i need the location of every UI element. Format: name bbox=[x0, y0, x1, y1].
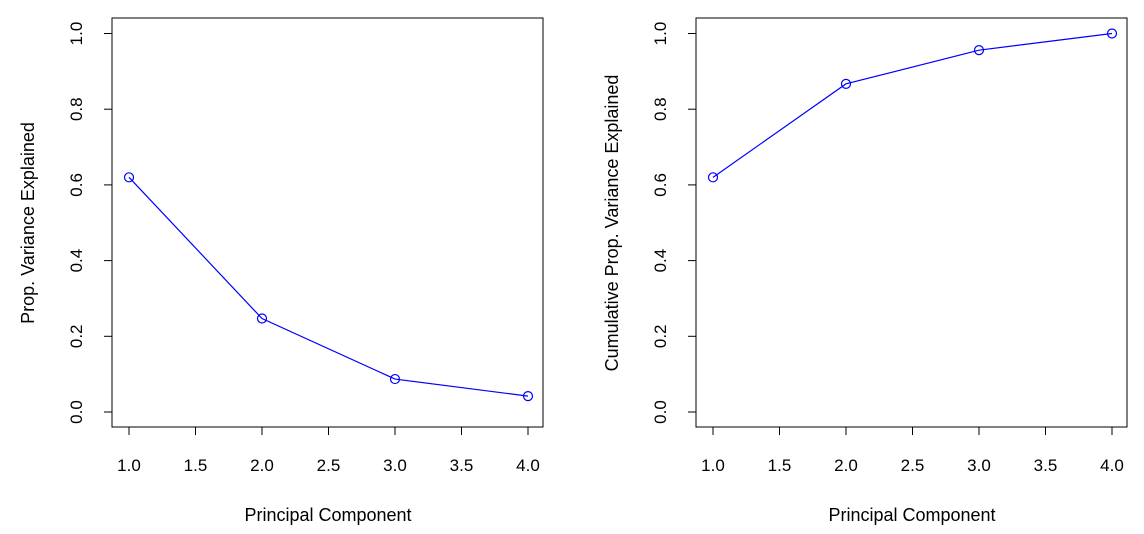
y-axis: 0.0 0.2 0.4 0.6 0.8 1.0 bbox=[67, 22, 113, 424]
data-point bbox=[1106, 28, 1118, 39]
cumulative-variance-panel: 1.0 1.5 2.0 2.5 3.0 3.5 4.0 0.0 0.2 0.4 0.6 0.8 1.0… bbox=[602, 17, 1128, 525]
x-tick-label: 2.0 bbox=[834, 456, 858, 475]
y-tick-label: 0.0 bbox=[67, 400, 86, 424]
series-marks bbox=[123, 172, 534, 402]
x-tick-label: 3.0 bbox=[967, 456, 991, 475]
x-tick-label: 1.5 bbox=[184, 456, 208, 475]
series-marks bbox=[707, 28, 1118, 183]
y-tick-label: 0.0 bbox=[651, 400, 670, 424]
x-axis-title: Principal Component bbox=[828, 505, 995, 525]
data-point bbox=[707, 172, 719, 183]
x-tick-label: 3.5 bbox=[1034, 456, 1058, 475]
data-point bbox=[123, 172, 135, 183]
x-tick-label: 2.5 bbox=[901, 456, 925, 475]
y-tick-label: 1.0 bbox=[651, 22, 670, 46]
y-tick-label: 0.4 bbox=[651, 249, 670, 273]
x-tick-label: 2.0 bbox=[250, 456, 274, 475]
plot-frame bbox=[111, 17, 544, 428]
x-tick-label: 4.0 bbox=[1100, 456, 1124, 475]
x-tick-label: 1.0 bbox=[701, 456, 725, 475]
y-tick-label: 0.4 bbox=[67, 249, 86, 273]
y-tick-label: 0.2 bbox=[651, 324, 670, 348]
x-axis: 1.0 1.5 2.0 2.5 3.0 3.5 4.0 bbox=[117, 426, 540, 475]
x-tick-label: 4.0 bbox=[516, 456, 540, 475]
y-tick-label: 0.6 bbox=[651, 173, 670, 197]
x-tick-label: 1.5 bbox=[768, 456, 792, 475]
data-point bbox=[973, 45, 985, 56]
data-point bbox=[522, 391, 534, 402]
x-tick-label: 1.0 bbox=[117, 456, 141, 475]
x-tick-label: 3.5 bbox=[450, 456, 474, 475]
data-point bbox=[840, 78, 852, 89]
plot-frame bbox=[695, 17, 1128, 428]
y-axis-title: Cumulative Prop. Variance Explained bbox=[602, 75, 622, 372]
x-tick-label: 3.0 bbox=[383, 456, 407, 475]
series-line bbox=[128, 176, 529, 397]
data-point bbox=[389, 373, 401, 385]
x-axis: 1.0 1.5 2.0 2.5 3.0 3.5 4.0 bbox=[701, 426, 1124, 475]
series-line bbox=[712, 32, 1113, 178]
prop-variance-panel: 1.0 1.5 2.0 2.5 3.0 3.5 4.0 0.0 0.2 0.4 0.6 0.8 1.0… bbox=[18, 17, 544, 525]
y-tick-label: 0.8 bbox=[651, 97, 670, 121]
y-axis: 0.0 0.2 0.4 0.6 0.8 1.0 bbox=[651, 22, 697, 424]
y-tick-label: 1.0 bbox=[67, 22, 86, 46]
y-tick-label: 0.2 bbox=[67, 324, 86, 348]
y-tick-label: 0.8 bbox=[67, 97, 86, 121]
data-point bbox=[256, 313, 268, 324]
y-tick-label: 0.6 bbox=[67, 173, 86, 197]
x-axis-title: Principal Component bbox=[244, 505, 411, 525]
x-tick-label: 2.5 bbox=[317, 456, 341, 475]
y-axis-title: Prop. Variance Explained bbox=[18, 122, 38, 324]
